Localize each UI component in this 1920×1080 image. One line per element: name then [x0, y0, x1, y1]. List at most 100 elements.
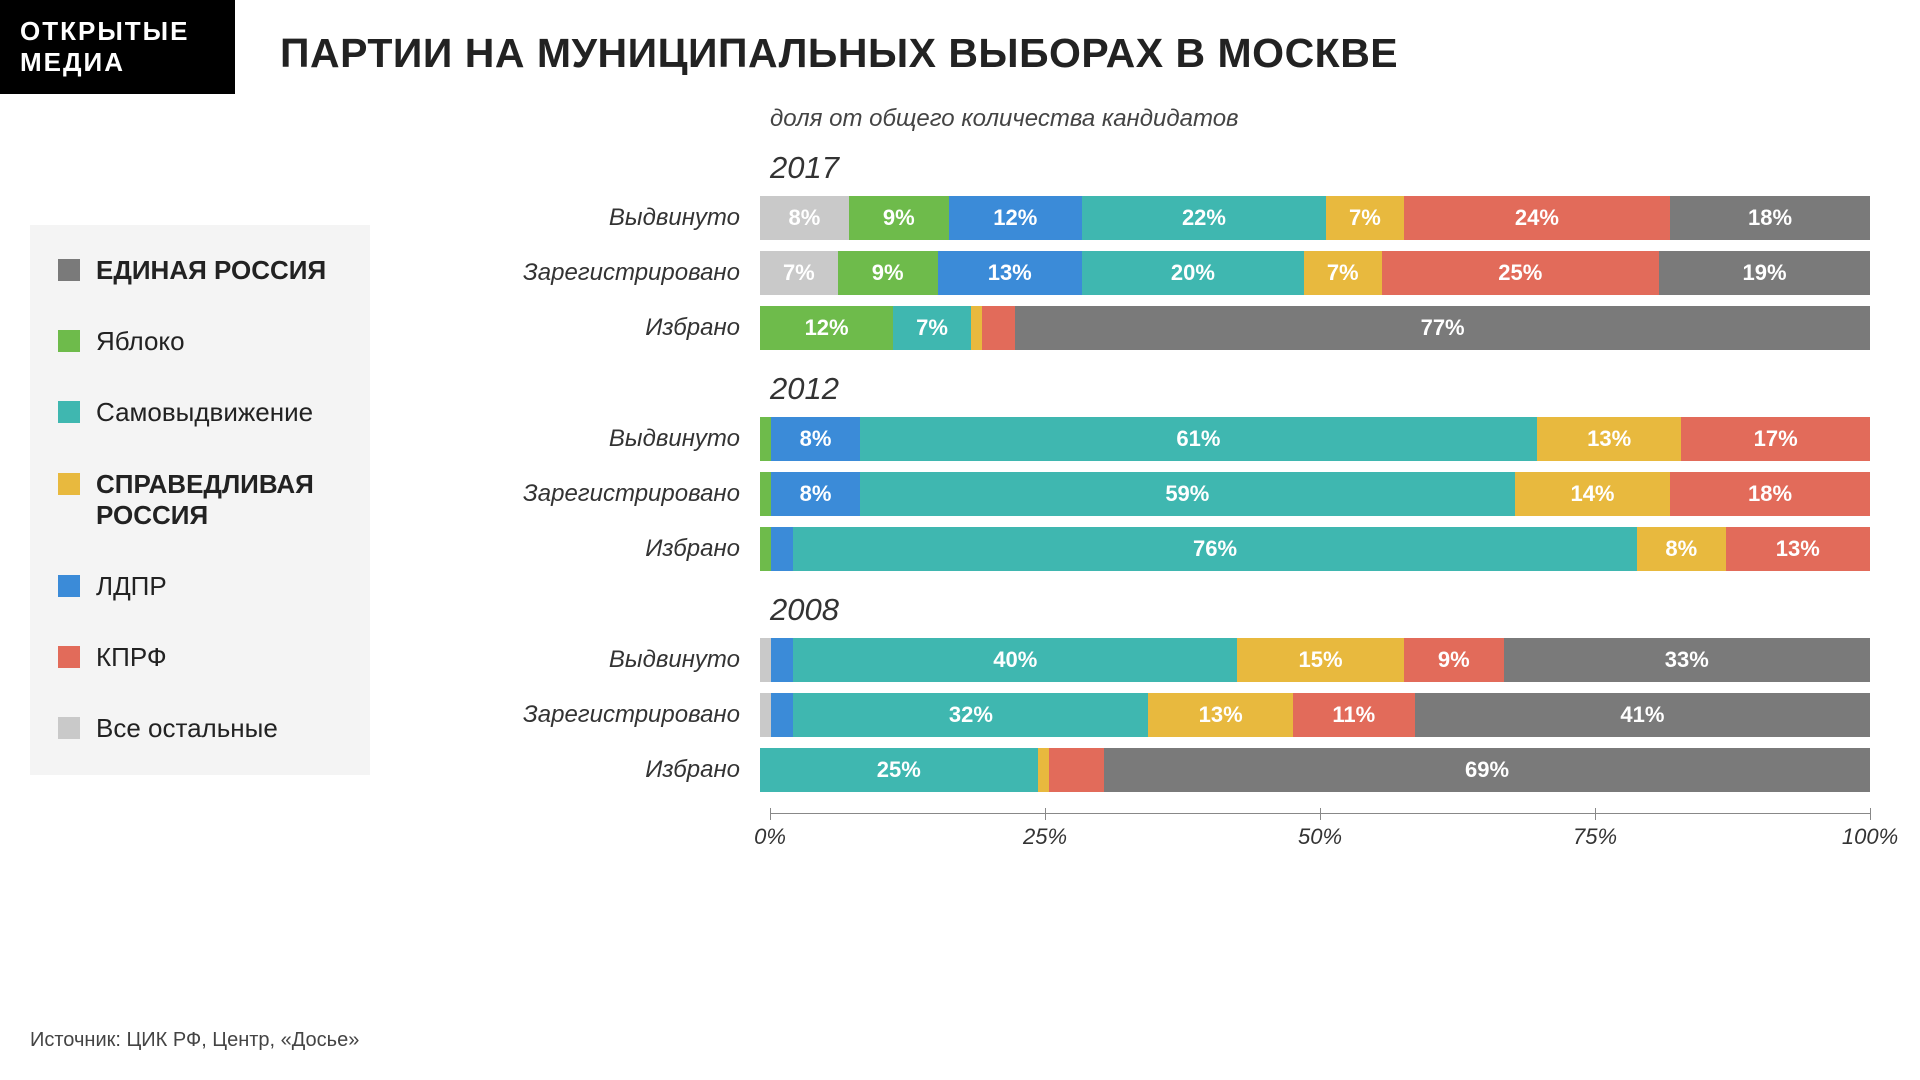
bar-segment-sr: 8%: [1637, 527, 1726, 571]
year-label: 2012: [770, 371, 1870, 407]
year-label: 2017: [770, 150, 1870, 186]
year-block-2017: 2017Выдвинуто8%9%12%22%7%24%18%Зарегистр…: [470, 150, 1870, 351]
bar-segment-er: 77%: [1015, 306, 1870, 350]
bar-segment-sr: 7%: [1326, 196, 1404, 240]
stacked-bar: 8%61%13%17%: [760, 417, 1870, 461]
axis-tick-label: 100%: [1842, 824, 1898, 850]
legend-item-sr: СПРАВЕДЛИВАЯ РОССИЯ: [58, 469, 342, 531]
legend-label-kprf: КПРФ: [96, 642, 342, 673]
bar-segment-kprf: 9%: [1404, 638, 1504, 682]
bar-row-nominated: Выдвинуто8%9%12%22%7%24%18%: [470, 194, 1870, 241]
bar-segment-ldpr: [771, 638, 793, 682]
stacked-bar: 7%9%13%20%7%25%19%: [760, 251, 1870, 295]
bar-segment-sr: 14%: [1515, 472, 1670, 516]
stacked-bar: 8%59%14%18%: [760, 472, 1870, 516]
bar-segment-ldpr: 12%: [949, 196, 1082, 240]
bar-segment-self: 61%: [860, 417, 1537, 461]
bar-segment-self: 40%: [793, 638, 1237, 682]
bar-row-registered: Зарегистрировано7%9%13%20%7%25%19%: [470, 249, 1870, 296]
legend-swatch-kprf: [58, 646, 80, 668]
bar-segment-yabloko: [760, 527, 771, 571]
bar-segment-kprf: 25%: [1382, 251, 1660, 295]
bar-segment-self: 32%: [793, 693, 1148, 737]
bar-row-elected: Избрано25% 69%: [470, 746, 1870, 793]
bar-segment-self: 76%: [793, 527, 1637, 571]
bar-row-registered: Зарегистрировано32%13%11%41%: [470, 691, 1870, 738]
bar-segment-kprf: 18%: [1670, 472, 1870, 516]
stacked-bar: 8%9%12%22%7%24%18%: [760, 196, 1870, 240]
bar-segment-others: [760, 693, 771, 737]
legend-swatch-sr: [58, 473, 80, 495]
bar-segment-er: 19%: [1659, 251, 1870, 295]
bar-segment-others: [760, 638, 771, 682]
row-label: Избрано: [470, 756, 760, 784]
chart-title: ПАРТИИ НА МУНИЦИПАЛЬНЫХ ВЫБОРАХ В МОСКВЕ: [280, 30, 1398, 77]
stacked-bar: 76%8%13%: [760, 527, 1870, 571]
legend-swatch-yabloko: [58, 330, 80, 352]
bar-row-registered: Зарегистрировано8%59%14%18%: [470, 470, 1870, 517]
bar-segment-others: 7%: [760, 251, 838, 295]
bar-segment-sr: [1038, 748, 1049, 792]
bar-segment-yabloko: [760, 472, 771, 516]
row-label: Выдвинуто: [470, 425, 760, 453]
bar-segment-ldpr: 8%: [771, 472, 860, 516]
legend-label-self: Самовыдвижение: [96, 397, 342, 428]
legend: ЕДИНАЯ РОССИЯ Яблоко Самовыдвижение СПРАВЕД…: [30, 225, 370, 775]
row-label: Зарегистрировано: [470, 480, 760, 508]
bar-segment-er: 69%: [1104, 748, 1870, 792]
legend-swatch-others: [58, 717, 80, 739]
legend-label-ldpr: ЛДПР: [96, 571, 342, 602]
bar-segment-others: 8%: [760, 196, 849, 240]
bar-segment-sr: 13%: [1148, 693, 1292, 737]
chart-area: 2017Выдвинуто8%9%12%22%7%24%18%Зарегистр…: [470, 150, 1870, 873]
legend-item-er: ЕДИНАЯ РОССИЯ: [58, 255, 342, 286]
bar-segment-self: 22%: [1082, 196, 1326, 240]
bar-segment-yabloko: [760, 417, 771, 461]
row-label: Выдвинуто: [470, 204, 760, 232]
legend-swatch-ldpr: [58, 575, 80, 597]
source-attribution: Источник: ЦИК РФ, Центр, «Досье»: [30, 1029, 359, 1052]
axis-tick: [1870, 808, 1871, 820]
bar-segment-yabloko: 9%: [849, 196, 949, 240]
x-axis: 0%25%50%75%100%: [770, 813, 1870, 873]
chart-subtitle: доля от общего количества кандидатов: [770, 105, 1239, 133]
axis-tick-label: 0%: [754, 824, 786, 850]
bar-segment-yabloko: 12%: [760, 306, 893, 350]
bar-segment-kprf: 17%: [1681, 417, 1870, 461]
bar-segment-self: 25%: [760, 748, 1038, 792]
bar-segment-kprf: 13%: [1726, 527, 1870, 571]
legend-label-er: ЕДИНАЯ РОССИЯ: [96, 255, 342, 286]
legend-label-others: Все остальные: [96, 713, 342, 744]
axis-tick: [1045, 808, 1046, 820]
legend-item-self: Самовыдвижение: [58, 397, 342, 428]
year-label: 2008: [770, 592, 1870, 628]
legend-swatch-er: [58, 259, 80, 281]
bar-segment-sr: 7%: [1304, 251, 1382, 295]
legend-item-ldpr: ЛДПР: [58, 571, 342, 602]
bar-segment-ldpr: 13%: [938, 251, 1082, 295]
brand-logo: ОТКРЫТЫЕ МЕДИА: [0, 0, 235, 94]
bar-segment-self: 7%: [893, 306, 971, 350]
bar-segment-ldpr: [771, 527, 793, 571]
row-label: Избрано: [470, 314, 760, 342]
year-block-2012: 2012Выдвинуто8%61%13%17%Зарегистрировано…: [470, 371, 1870, 572]
axis-tick: [1320, 808, 1321, 820]
legend-item-others: Все остальные: [58, 713, 342, 744]
bar-segment-ldpr: [771, 693, 793, 737]
bar-segment-er: 18%: [1670, 196, 1870, 240]
stacked-bar: 12%7% 77%: [760, 306, 1870, 350]
bar-segment-kprf: 11%: [1293, 693, 1415, 737]
row-label: Зарегистрировано: [470, 701, 760, 729]
legend-item-yabloko: Яблоко: [58, 326, 342, 357]
bar-row-nominated: Выдвинуто40%15%9%33%: [470, 636, 1870, 683]
legend-label-sr: СПРАВЕДЛИВАЯ РОССИЯ: [96, 469, 342, 531]
axis-tick: [770, 808, 771, 820]
axis-tick-label: 50%: [1298, 824, 1342, 850]
stacked-bar: 40%15%9%33%: [760, 638, 1870, 682]
legend-swatch-self: [58, 401, 80, 423]
bar-row-elected: Избрано12%7% 77%: [470, 304, 1870, 351]
year-block-2008: 2008Выдвинуто40%15%9%33%Зарегистрировано…: [470, 592, 1870, 793]
axis-tick-label: 25%: [1023, 824, 1067, 850]
row-label: Выдвинуто: [470, 646, 760, 674]
bar-segment-kprf: 24%: [1404, 196, 1670, 240]
